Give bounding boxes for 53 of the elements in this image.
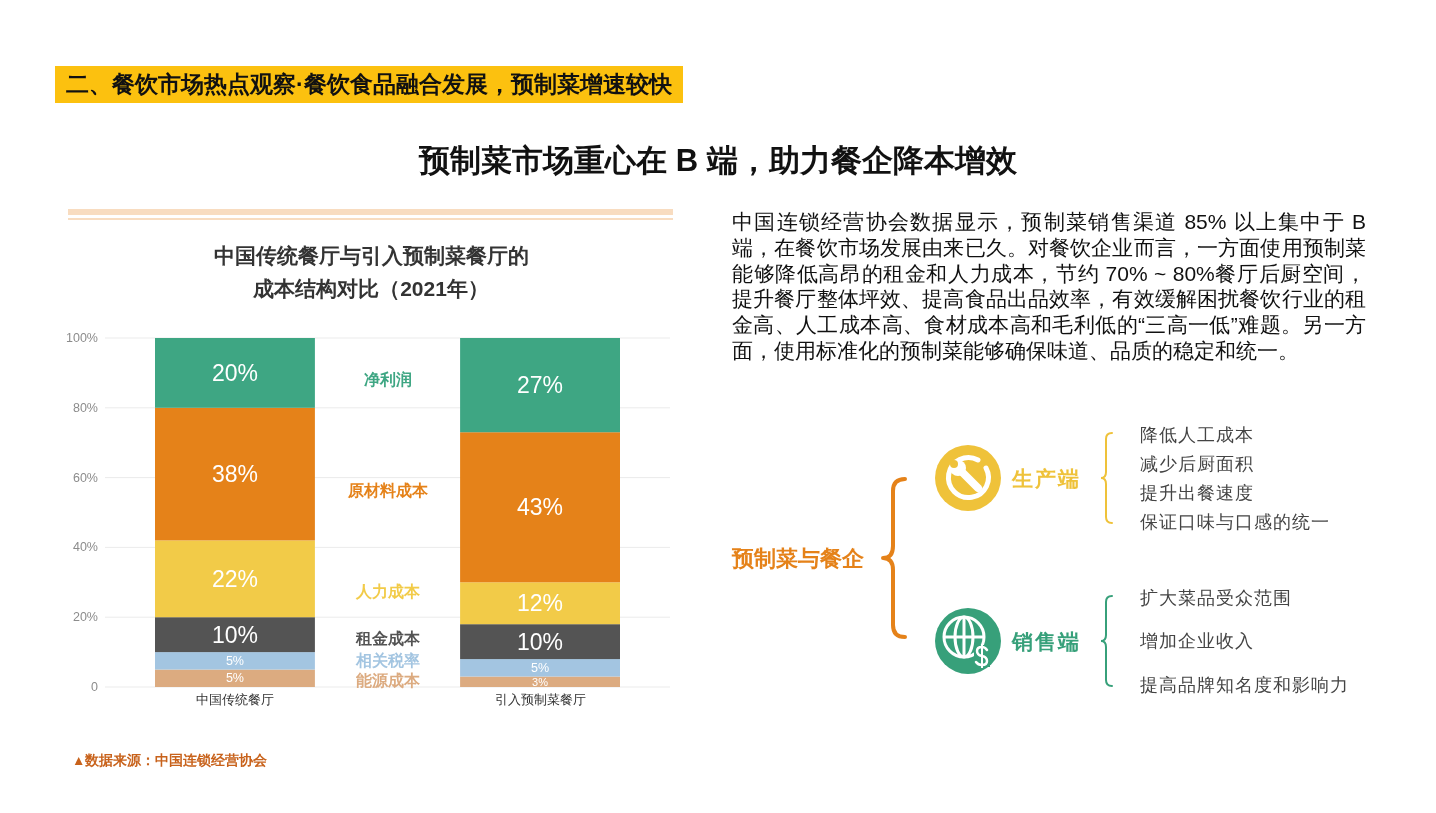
- text: 二、餐饮市场热点观察·餐饮食品融合发展，预制菜增速较快: [55, 66, 683, 103]
- y-tick-label: 80%: [72, 400, 98, 415]
- bar: [460, 432, 620, 583]
- bar: [460, 338, 620, 433]
- text: 预制菜与餐企: [731, 545, 865, 571]
- text: 增加企业收入: [1139, 631, 1254, 651]
- bar: [460, 659, 620, 677]
- text: 预制菜市场重心在 B 端，助力餐企降本增效: [418, 142, 1018, 178]
- y-tick-label: 100%: [66, 331, 98, 345]
- bar: [460, 676, 620, 687]
- bar: [155, 652, 315, 670]
- text: 能源成本: [355, 671, 421, 689]
- text: 原材料成本: [346, 482, 429, 500]
- bar: [155, 617, 315, 653]
- text: 生产端: [1011, 466, 1081, 490]
- data-label: 12%: [517, 590, 564, 617]
- bar: [155, 338, 315, 408]
- text: 中国连锁经营协会数据显示，预制菜销售渠道 85% 以上集中于 B 端，在餐饮市场发展由来已久。对餐饮企业而言，一方面使用预制菜能够降低高昂的租金和人力成本，节约 70% ~ 80%餐厅后厨空间，提升餐厅整体坪效、提高食品出品效率，有效缓解困扰餐饮行业的租金高、人工成本高、食材成本高和毛利低的“三高一低”难题。另一方面，使用标准化的预制菜能够确保味道、品质的稳定和统一。: [732, 209, 1366, 364]
- y-tick-label: 0: [91, 680, 99, 694]
- data-label: 20%: [211, 359, 258, 386]
- text: 人力成本: [354, 582, 421, 600]
- bar: [155, 407, 315, 541]
- data-label: 5%: [530, 660, 550, 675]
- y-tick-label: 20%: [72, 610, 98, 625]
- bar: [155, 540, 315, 618]
- text: 保证口味与口感的统一: [1140, 511, 1330, 532]
- text: 租金成本: [354, 629, 421, 647]
- data-label: 3%: [532, 675, 549, 688]
- text: 提高品牌知名度和影响力: [1140, 674, 1349, 695]
- text: 相关税率: [354, 651, 420, 669]
- text: 扩大菜品受众范围: [1140, 587, 1292, 608]
- bar: [155, 669, 315, 687]
- data-label: 22%: [211, 565, 258, 592]
- y-tick-label: 60%: [72, 470, 98, 485]
- bar: [460, 582, 620, 625]
- text: 净利润: [363, 370, 412, 388]
- x-tick-label: 中国传统餐厅: [195, 693, 274, 707]
- text: 减少后厨面积: [1140, 453, 1254, 474]
- x-tick-label: 引入预制菜餐厅: [494, 693, 586, 707]
- data-label: 43%: [517, 494, 564, 521]
- text: ▲数据来源：中国连锁经营协会: [72, 752, 269, 768]
- y-tick-label: 40%: [72, 540, 98, 555]
- text: 降低人工成本: [1140, 424, 1254, 445]
- data-label: 27%: [517, 372, 564, 399]
- bar: [460, 624, 620, 660]
- data-label: 5%: [225, 671, 245, 686]
- data-label: 38%: [211, 461, 258, 488]
- data-label: 5%: [225, 653, 245, 668]
- text: 提升出餐速度: [1140, 482, 1254, 503]
- data-label: 10%: [211, 621, 258, 648]
- chart-title: 中国传统餐厅与引入预制菜餐厅的成本结构对比（2021年）: [212, 243, 530, 302]
- data-label: 10%: [517, 628, 564, 655]
- text: 销售端: [1011, 629, 1081, 653]
